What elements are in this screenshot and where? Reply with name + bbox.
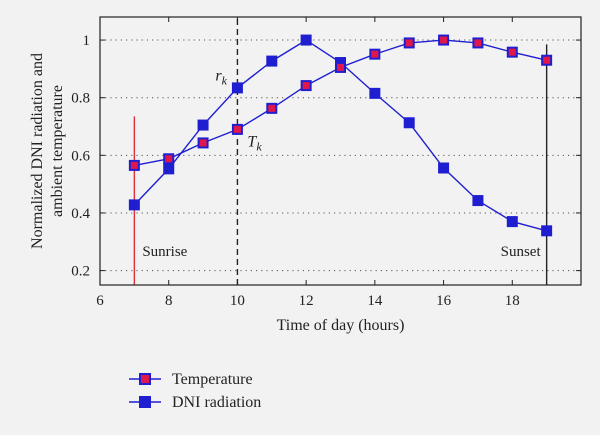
data-point-temperature — [541, 54, 553, 66]
legend-item-temperature: Temperature — [129, 371, 253, 388]
y-tick-label: 0.8 — [71, 91, 90, 107]
data-point-dni-radiation — [231, 82, 243, 94]
y-axis-label-line-2: ambient temperature — [49, 85, 66, 217]
data-point-temperature — [266, 102, 278, 114]
t-k-subscript: k — [256, 140, 262, 154]
r-k-main: r — [215, 67, 222, 84]
data-point-temperature — [128, 159, 140, 171]
legend-label-dni-radiation: DNI radiation — [172, 394, 261, 411]
y-axis-label-line-1: Normalized DNI radiation and — [29, 53, 46, 249]
y-tick-label: 0.4 — [71, 206, 90, 222]
data-point-dni-radiation — [128, 199, 140, 211]
r-k-annotation: rk — [215, 67, 227, 87]
data-point-dni-radiation — [300, 34, 312, 46]
data-point-dni-radiation — [369, 87, 381, 99]
data-point-dni-radiation — [197, 119, 209, 131]
x-tick-label: 18 — [505, 293, 520, 309]
y-tick-label: 0.2 — [71, 264, 90, 280]
data-point-temperature — [369, 48, 381, 60]
y-tick-label: 0.6 — [71, 148, 90, 164]
data-point-temperature — [231, 123, 243, 135]
t-k-annotation: Tk — [247, 134, 262, 154]
plot-frame — [99, 16, 582, 286]
x-tick-label: 12 — [299, 293, 314, 309]
data-point-temperature — [438, 34, 450, 46]
data-point-temperature — [197, 137, 209, 149]
data-point-temperature — [403, 37, 415, 49]
data-point-temperature — [300, 80, 312, 92]
data-point-dni-radiation — [163, 163, 175, 175]
data-point-dni-radiation — [266, 55, 278, 67]
legend: Temperature DNI radiation — [129, 371, 261, 411]
sunrise-annotation: Sunrise — [142, 244, 187, 260]
sunset-annotation: Sunset — [501, 244, 542, 260]
data-point-dni-radiation — [403, 117, 415, 129]
series-layer — [128, 34, 553, 237]
data-point-dni-radiation — [472, 195, 484, 207]
legend-label-temperature: Temperature — [172, 371, 253, 388]
data-point-dni-radiation — [438, 162, 450, 174]
data-point-temperature — [472, 37, 484, 49]
grid-layer — [100, 39, 581, 272]
data-point-dni-radiation — [506, 216, 518, 228]
x-axis-label: Time of day (hours) — [277, 317, 405, 334]
tick-layer: 6 8 10 12 14 16 18 0.2 0.4 0.6 0.8 1 — [71, 17, 581, 309]
legend-marker-temperature — [139, 373, 151, 385]
r-k-subscript: k — [222, 73, 228, 87]
x-tick-label: 14 — [367, 293, 383, 309]
legend-marker-dni-radiation — [139, 396, 151, 408]
data-point-temperature — [506, 46, 518, 58]
y-tick-label: 1 — [83, 33, 91, 49]
x-tick-label: 16 — [436, 293, 452, 309]
data-point-temperature — [335, 61, 346, 73]
x-tick-label: 10 — [230, 293, 245, 309]
x-tick-label: 8 — [165, 293, 173, 309]
data-point-temperature — [163, 153, 175, 165]
x-tick-label: 6 — [96, 293, 104, 309]
legend-item-dni-radiation: DNI radiation — [129, 394, 261, 411]
data-point-dni-radiation — [541, 225, 553, 237]
t-k-main: T — [247, 134, 257, 151]
